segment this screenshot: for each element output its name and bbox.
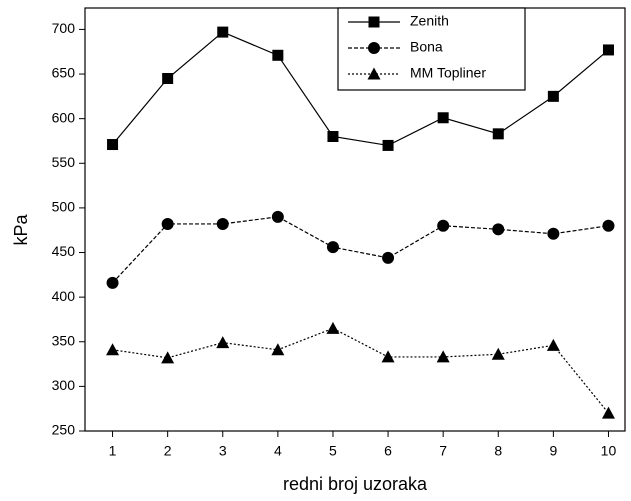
series-line [112,216,609,284]
legend-label: Zenith [410,13,449,29]
x-tick-label: 5 [329,443,337,459]
y-tick-label: 500 [52,199,76,215]
marker [547,90,559,102]
y-axis-label: kPa [11,214,31,246]
legend-marker [368,42,380,54]
marker [602,219,615,232]
y-tick-label: 700 [52,20,76,36]
y-tick-label: 300 [52,377,76,393]
marker [271,343,285,356]
marker [106,276,119,289]
marker [107,139,119,151]
x-tick-label: 7 [439,443,447,459]
marker [271,210,284,223]
marker [326,321,340,334]
marker [216,336,230,349]
y-tick-label: 650 [52,65,76,81]
y-tick-label: 600 [52,109,76,125]
legend-label: Bona [410,39,443,55]
marker [547,227,560,240]
legend-label: MM Topliner [410,65,486,81]
marker [602,44,614,56]
marker [162,73,174,84]
marker [492,128,504,140]
marker [106,343,120,356]
series-line [112,327,609,414]
marker [272,49,284,61]
marker [216,217,229,230]
x-tick-label: 8 [494,443,502,459]
marker [382,139,394,151]
legend-marker [367,67,381,80]
marker [436,350,450,363]
x-axis-label: redni broj uzoraka [283,474,428,494]
x-tick-label: 9 [549,443,557,459]
y-tick-label: 350 [52,332,76,348]
y-tick-label: 450 [52,243,76,259]
marker [437,112,449,124]
x-tick-label: 2 [164,443,172,459]
marker [217,26,229,38]
marker [601,406,615,419]
marker [382,251,395,264]
x-tick-label: 10 [601,443,617,459]
marker [326,241,339,254]
x-tick-label: 6 [384,443,392,459]
marker [381,350,395,363]
marker [437,219,450,232]
legend-marker [368,16,380,28]
series-line [112,31,609,147]
marker [546,338,560,351]
marker [327,131,339,143]
x-tick-label: 4 [274,443,282,459]
y-tick-label: 400 [52,288,76,304]
x-tick-label: 3 [219,443,227,459]
y-tick-label: 250 [52,422,76,438]
marker [491,347,505,360]
x-tick-label: 1 [109,443,117,459]
marker [492,223,505,236]
marker [161,217,174,230]
y-tick-label: 550 [52,154,76,170]
marker [161,351,175,364]
